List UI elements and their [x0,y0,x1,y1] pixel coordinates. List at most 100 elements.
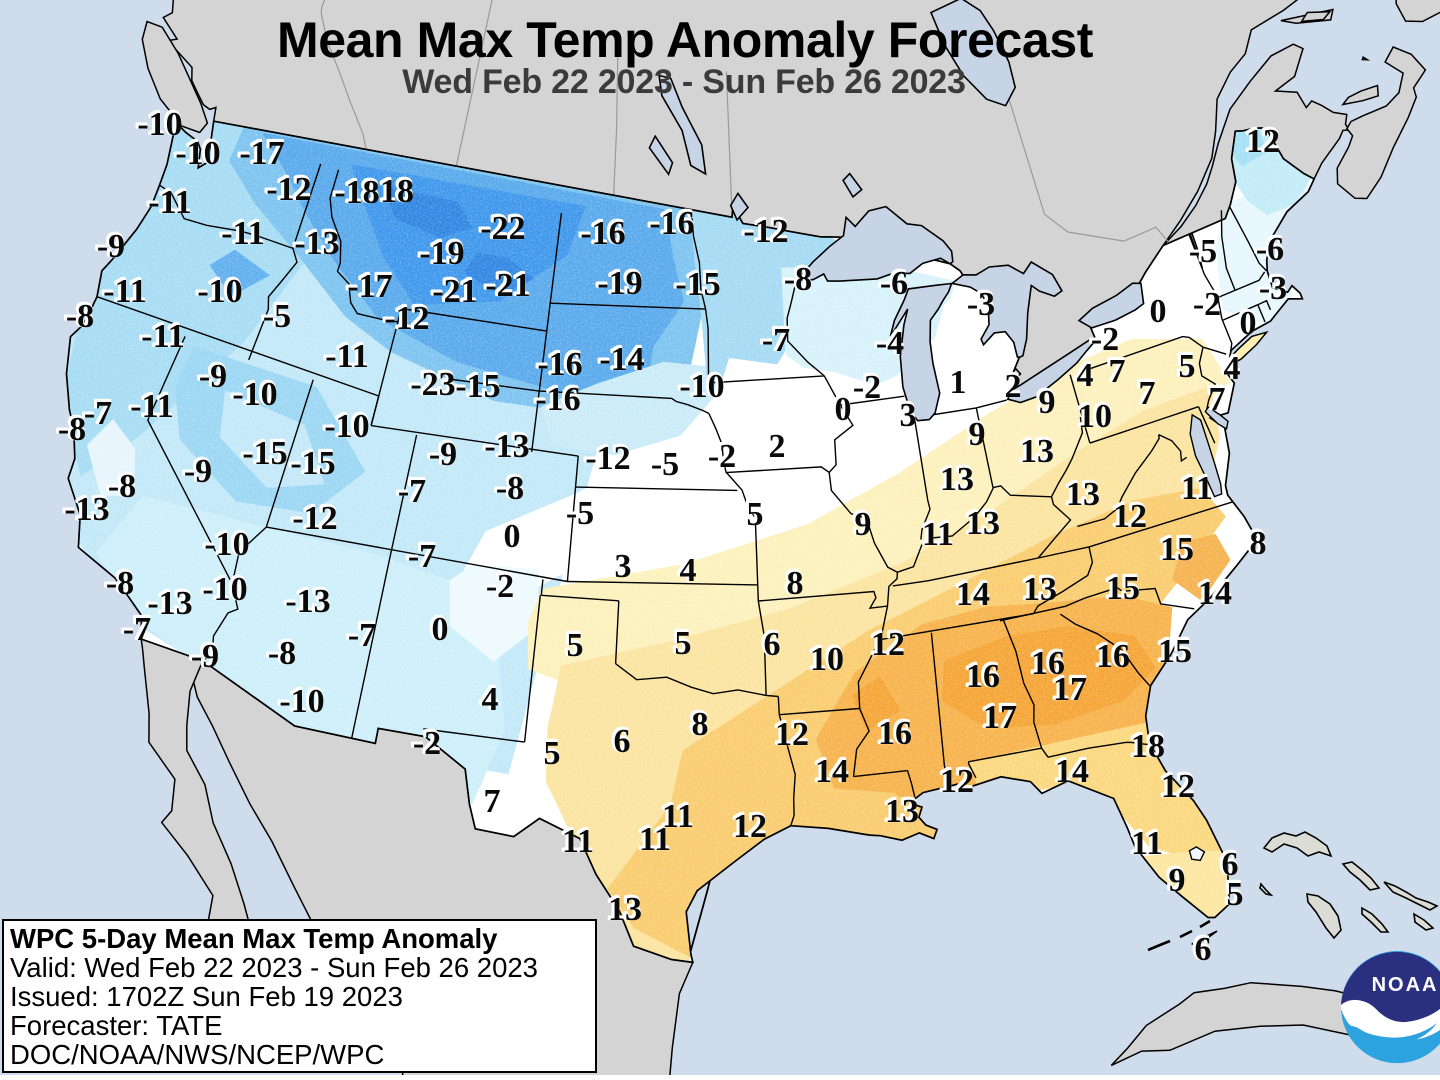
svg-text:12: 12 [870,625,904,662]
svg-text:-11: -11 [141,318,184,355]
svg-text:3: 3 [898,396,915,433]
svg-text:5: 5 [1177,347,1194,384]
svg-text:13: 13 [1022,570,1056,607]
svg-text:14: 14 [1197,574,1231,611]
svg-text:5: 5 [544,735,561,772]
svg-text:-10: -10 [232,376,277,413]
svg-text:13: 13 [607,890,641,927]
svg-text:8: 8 [690,705,707,742]
svg-text:-11: -11 [325,338,368,375]
svg-text:7: 7 [1109,353,1126,390]
svg-text:9: 9 [969,416,986,453]
svg-text:-16: -16 [580,215,625,252]
svg-text:-15: -15 [455,368,500,405]
svg-text:-8: -8 [56,410,84,447]
svg-text:5: 5 [673,624,690,661]
svg-text:-17: -17 [238,134,283,171]
svg-text:11: 11 [662,798,694,835]
svg-text:-2: -2 [1089,320,1117,357]
svg-text:-12: -12 [743,213,788,250]
svg-text:8: 8 [785,564,802,601]
svg-text:-9: -9 [191,638,219,675]
svg-text:18: 18 [1130,727,1164,764]
svg-text:0: 0 [502,517,519,554]
svg-text:-13: -13 [484,428,529,465]
svg-text:4: 4 [1077,357,1094,394]
svg-text:11: 11 [1179,469,1211,506]
svg-text:11: 11 [920,515,952,552]
svg-text:15: 15 [1157,632,1191,669]
svg-text:13: 13 [939,460,973,497]
svg-text:-19: -19 [597,265,642,302]
svg-text:14: 14 [956,576,990,613]
svg-text:-13: -13 [483,427,528,464]
svg-text:-5: -5 [261,297,289,334]
svg-text:-8: -8 [104,564,132,601]
svg-text:15: 15 [1159,530,1193,567]
svg-text:13: 13 [966,505,1000,542]
svg-text:-2: -2 [1191,285,1219,322]
svg-text:-15: -15 [290,445,335,482]
svg-text:4: 4 [1222,349,1239,386]
svg-text:-7: -7 [346,616,374,653]
svg-text:-7: -7 [82,394,110,431]
svg-text:-3: -3 [967,286,995,323]
svg-text:NOAA: NOAA [1372,974,1439,996]
svg-text:17: 17 [982,698,1016,735]
svg-text:-18: -18 [333,173,378,210]
svg-text:7: 7 [1137,374,1154,411]
svg-text:-10: -10 [278,682,323,719]
svg-text:-2: -2 [851,368,879,405]
svg-text:-15: -15 [454,367,499,404]
svg-text:-2: -2 [1091,321,1119,358]
svg-text:-11: -11 [147,183,190,220]
svg-text:13: 13 [1023,571,1057,608]
svg-text:-13: -13 [146,584,191,621]
svg-text:-6: -6 [1254,230,1282,267]
svg-text:2: 2 [1005,368,1022,405]
svg-text:16: 16 [1096,638,1130,675]
svg-text:12: 12 [1161,768,1195,805]
svg-text:-8: -8 [66,298,94,335]
svg-text:10: 10 [810,641,844,678]
svg-text:-8: -8 [108,468,136,505]
svg-text:12: 12 [871,626,905,663]
svg-text:-19: -19 [596,264,641,301]
svg-text:2: 2 [769,428,786,465]
svg-text:0: 0 [432,611,449,648]
svg-text:1: 1 [950,364,967,401]
svg-text:14: 14 [1198,575,1232,612]
svg-text:-3: -3 [965,285,993,322]
svg-text:-10: -10 [204,526,249,563]
svg-text:16: 16 [877,714,911,751]
svg-text:-16: -16 [535,381,580,418]
svg-text:1: 1 [948,363,965,400]
svg-text:-15: -15 [241,434,286,471]
svg-text:0: 0 [1150,293,1167,330]
svg-text:14: 14 [815,753,849,790]
svg-text:4: 4 [680,552,697,589]
svg-text:-13: -13 [293,224,338,261]
svg-text:-14: -14 [599,341,644,378]
svg-text:12: 12 [1113,498,1147,535]
svg-text:5: 5 [675,625,692,662]
svg-text:16: 16 [965,657,999,694]
svg-text:-10: -10 [196,272,241,309]
svg-text:9: 9 [967,415,984,452]
svg-text:13: 13 [965,504,999,541]
svg-text:13: 13 [885,793,919,830]
svg-text:17: 17 [1053,671,1087,708]
svg-text:-9: -9 [184,453,212,490]
svg-text:-11: -11 [102,272,145,309]
svg-text:-13: -13 [284,582,329,619]
svg-text:8: 8 [787,565,804,602]
svg-text:8: 8 [692,706,709,743]
svg-text:-5: -5 [651,446,679,483]
svg-text:6: 6 [612,722,629,759]
svg-text:-13: -13 [64,491,109,528]
svg-text:2: 2 [767,427,784,464]
svg-text:4: 4 [482,681,499,718]
svg-text:6: 6 [764,626,781,663]
svg-text:6: 6 [1195,931,1212,968]
svg-text:18: 18 [1131,728,1165,765]
